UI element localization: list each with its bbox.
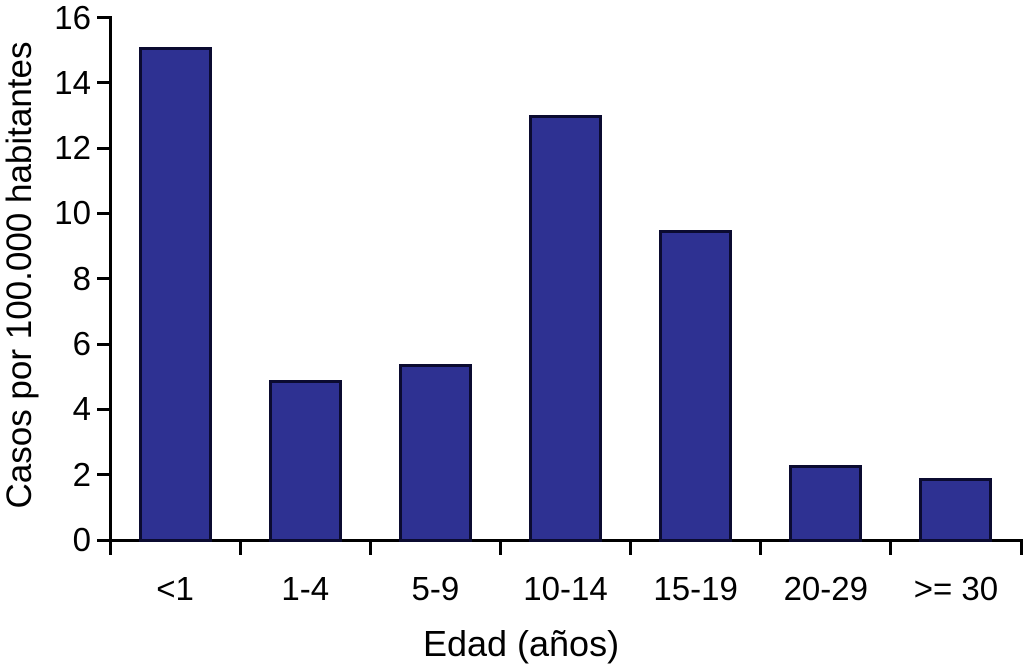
y-tick-label: 16 [54, 0, 91, 36]
y-tick-label: 4 [72, 390, 91, 428]
y-tick-label: 14 [54, 63, 91, 101]
x-tick [889, 541, 893, 555]
y-tick [96, 277, 111, 281]
bar [138, 46, 212, 542]
x-tick [629, 541, 633, 555]
bar [919, 477, 993, 542]
y-tick-label: 0 [72, 521, 91, 558]
y-tick [96, 81, 111, 85]
x-category-label: 20-29 [783, 570, 868, 607]
y-tick-label: 6 [72, 325, 91, 363]
y-tick [96, 538, 111, 542]
y-tick [96, 342, 111, 346]
bar [529, 115, 602, 542]
x-tick [498, 541, 502, 555]
y-tick-label: 8 [72, 259, 91, 297]
x-tick [238, 541, 242, 555]
x-tick [368, 541, 372, 555]
x-tick [1019, 541, 1023, 555]
x-tick [108, 541, 112, 555]
y-tick [96, 211, 111, 215]
y-tick-label: 12 [54, 129, 91, 167]
x-category-label: 15-19 [653, 570, 738, 607]
x-tick [759, 541, 763, 555]
x-category-label: 1-4 [281, 570, 330, 607]
y-tick [96, 16, 111, 19]
bar [398, 363, 472, 542]
y-tick [96, 407, 111, 411]
bar [659, 229, 733, 542]
x-category-label: <1 [156, 570, 194, 607]
x-category-label: >= 30 [913, 570, 999, 607]
x-axis-title: Edad (años) [422, 623, 620, 664]
bar [268, 379, 342, 542]
y-tick-label: 10 [54, 194, 91, 232]
y-tick-label: 2 [72, 455, 91, 493]
x-category-label: 10-14 [523, 570, 608, 607]
y-tick [96, 473, 111, 477]
x-category-label: 5-9 [411, 570, 460, 607]
y-tick [96, 146, 111, 150]
bar [789, 464, 863, 542]
